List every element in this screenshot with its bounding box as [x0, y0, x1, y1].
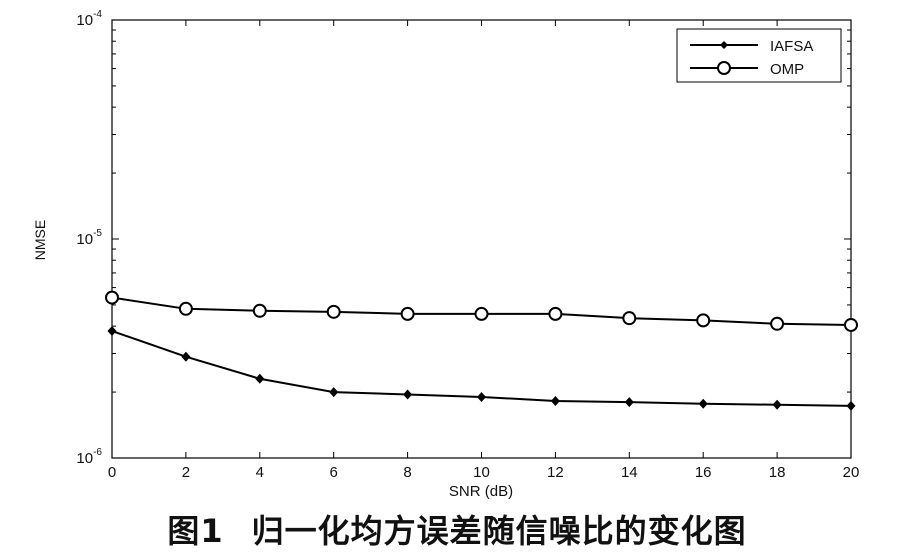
- x-tick-label: 6: [330, 464, 338, 481]
- data-point-iafsa: [181, 351, 191, 362]
- data-point-iafsa: [403, 389, 413, 400]
- legend: IAFSA OMP: [676, 28, 842, 83]
- legend-box: [676, 28, 842, 83]
- data-point-omp: [326, 304, 341, 319]
- data-point-omp: [252, 303, 267, 318]
- x-tick-label: 18: [769, 464, 786, 481]
- x-tick-label: 0: [108, 464, 116, 481]
- x-axis-label: SNR (dB): [449, 483, 513, 500]
- x-tick-label: 14: [621, 464, 638, 481]
- data-point-iafsa: [550, 396, 560, 407]
- x-tick-label: 20: [843, 464, 860, 481]
- y-axis-label: NMSE: [32, 220, 48, 260]
- legend-label-omp: OMP: [770, 61, 804, 78]
- x-axis: 0 2 4 6 8 10 12 14 16 18 20: [108, 20, 860, 481]
- data-point-iafsa: [107, 326, 117, 337]
- data-point-omp: [400, 306, 415, 321]
- y-axis: 10-4 10-5 10-6: [76, 9, 851, 467]
- data-point-omp: [622, 311, 637, 326]
- plot-area: [111, 19, 852, 459]
- x-tick-label: 10: [473, 464, 490, 481]
- data-point-iafsa: [477, 391, 486, 402]
- data-point-omp: [844, 317, 858, 332]
- chart: 0 2 4 6 8 10 12 14 16 18 20 10-410-510-6 SNR (dB) …: [32, 9, 860, 500]
- series-layer: [105, 290, 858, 411]
- x-tick-label: 4: [256, 464, 264, 481]
- x-tick-label: 8: [403, 464, 411, 481]
- data-point-iafsa: [624, 397, 634, 408]
- y-tick-label: 10-6: [76, 447, 102, 467]
- data-point-iafsa: [846, 400, 856, 411]
- data-point-iafsa: [772, 399, 782, 410]
- figure-number: 图1: [167, 512, 224, 550]
- data-point-omp: [105, 290, 119, 305]
- x-tick-label: 2: [182, 464, 190, 481]
- data-point-iafsa: [698, 398, 708, 409]
- figure-title: 归一化均方误差随信噪比的变化图: [251, 512, 747, 550]
- data-point-omp: [696, 313, 711, 328]
- y-tick-label: 10-4: [76, 9, 102, 29]
- x-tick-label: 12: [547, 464, 564, 481]
- data-point-omp: [474, 306, 489, 321]
- data-point-iafsa: [255, 373, 265, 384]
- legend-label-iafsa: IAFSA: [770, 38, 813, 55]
- data-point-omp: [548, 306, 563, 321]
- data-point-omp: [178, 301, 193, 316]
- data-point-iafsa: [329, 387, 339, 398]
- figure-caption: 图1 归一化均方误差随信噪比的变化图: [0, 506, 914, 552]
- y-tick-label: 10-5: [76, 228, 102, 248]
- x-tick-label: 16: [695, 464, 712, 481]
- legend-marker-omp: [717, 61, 731, 75]
- data-point-omp: [770, 316, 785, 331]
- legend-marker-iafsa: [720, 41, 728, 49]
